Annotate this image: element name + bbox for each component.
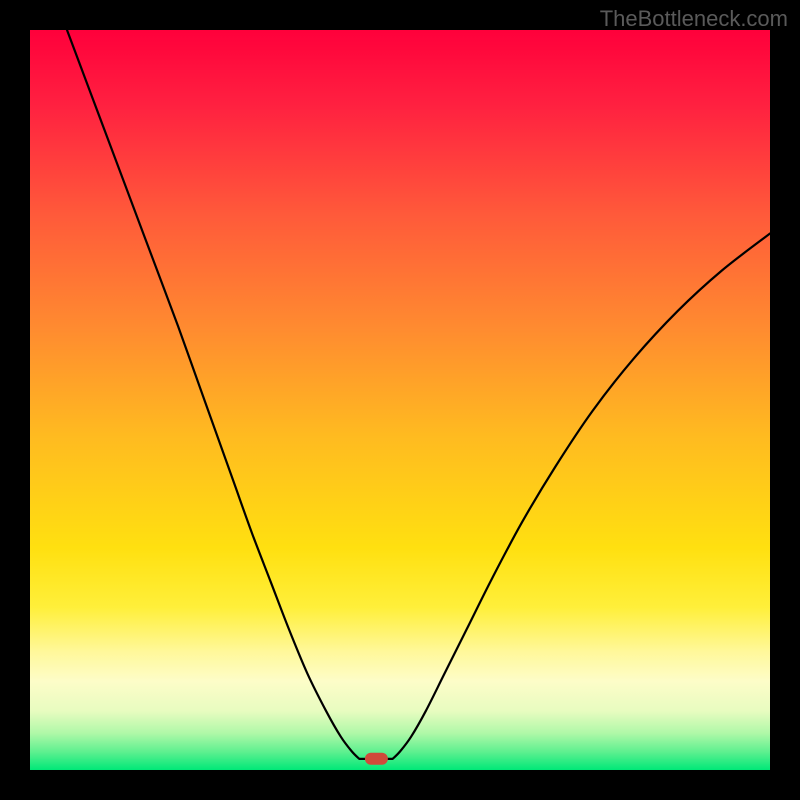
optimum-marker: [365, 753, 387, 766]
bottleneck-curve: [30, 30, 770, 770]
chart-outer-frame: TheBottleneck.com: [0, 0, 800, 800]
plot-area: [30, 30, 770, 770]
watermark-text: TheBottleneck.com: [600, 6, 788, 32]
